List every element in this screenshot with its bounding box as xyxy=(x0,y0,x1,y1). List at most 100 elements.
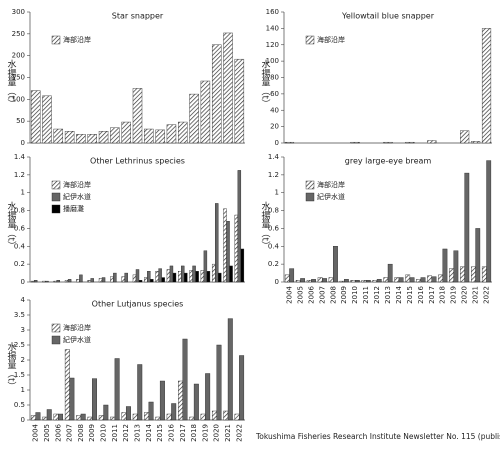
y-tick-label: 60 xyxy=(270,90,279,98)
bar xyxy=(189,416,195,421)
bar xyxy=(30,90,41,144)
x-tick-label: 2008 xyxy=(329,286,337,304)
y-tick-label: 0 xyxy=(275,278,279,286)
footer: Tokushima Fisheries Research Institute N… xyxy=(255,432,500,441)
x-tick-label: 2018 xyxy=(190,424,198,442)
chart-title: Other Lethrinus species xyxy=(90,157,185,166)
bar xyxy=(155,271,159,283)
bar xyxy=(144,277,148,283)
legend-swatch xyxy=(51,323,61,333)
chart-title: Star snapper xyxy=(112,12,164,21)
y-axis-label: 水揚量（t） xyxy=(6,58,17,108)
bar xyxy=(87,416,93,421)
x-tick-label: 2015 xyxy=(406,286,414,304)
bar xyxy=(155,129,165,144)
bar xyxy=(471,266,476,283)
x-tick-label: 2005 xyxy=(43,424,51,442)
legend-label: 海部沿岸 xyxy=(317,180,345,189)
x-tick-label: 2018 xyxy=(439,286,447,304)
bar xyxy=(226,221,230,283)
x-tick-label: 2007 xyxy=(318,286,326,304)
x-tick-label: 2012 xyxy=(373,286,381,304)
bar xyxy=(460,130,470,144)
bar xyxy=(178,121,188,144)
y-tick-label: 0 xyxy=(21,416,25,424)
bar xyxy=(486,160,492,283)
y-tick-label: 0 xyxy=(21,278,25,286)
x-tick-label: 2017 xyxy=(179,424,187,442)
chart-title: grey large-eye bream xyxy=(345,157,432,166)
bar xyxy=(172,272,177,283)
bar xyxy=(317,277,323,283)
bar xyxy=(132,274,137,283)
bar xyxy=(30,280,35,283)
x-tick-label: 2006 xyxy=(307,285,315,303)
bar xyxy=(405,274,411,283)
bar xyxy=(87,134,97,144)
bar xyxy=(211,263,216,283)
x-tick-label: 2021 xyxy=(472,286,480,304)
bar xyxy=(58,413,64,421)
legend-label: 播磨灘 xyxy=(63,204,84,213)
y-axis-label: 水揚量（t） xyxy=(260,200,271,250)
legend-label: 紀伊水道 xyxy=(63,192,91,201)
bar xyxy=(372,280,378,283)
bar xyxy=(383,141,393,144)
bar xyxy=(427,275,432,283)
y-tick-label: 300 xyxy=(12,8,25,16)
bar xyxy=(121,412,127,421)
x-tick-label: 2005 xyxy=(296,286,304,304)
x-tick-label: 2006 xyxy=(54,423,62,441)
bar xyxy=(365,280,371,283)
legend-label: 海部沿岸 xyxy=(63,323,91,332)
bar xyxy=(42,416,48,421)
bar xyxy=(295,280,301,283)
x-tick-label: 2022 xyxy=(235,424,243,442)
y-tick-label: 250 xyxy=(12,30,25,38)
bar xyxy=(475,228,481,283)
bar xyxy=(211,410,217,421)
bar xyxy=(178,271,182,283)
bar xyxy=(284,274,290,283)
bar xyxy=(449,268,454,283)
bar xyxy=(124,272,128,283)
x-tick-label: 2011 xyxy=(111,424,119,442)
legend-label: 海部沿岸 xyxy=(317,35,345,44)
x-tick-label: 2013 xyxy=(134,424,142,442)
y-tick-label: 2 xyxy=(21,356,25,364)
bar xyxy=(98,415,104,421)
bar xyxy=(237,170,242,283)
bar xyxy=(121,276,125,283)
bar xyxy=(64,280,69,283)
x-tick-label: 2008 xyxy=(77,424,85,442)
bar xyxy=(350,280,356,283)
bar xyxy=(79,274,83,283)
bar xyxy=(158,268,162,283)
y-tick-label: 1 xyxy=(21,189,25,197)
bar xyxy=(427,140,437,144)
legend-swatch xyxy=(51,192,61,202)
y-axis-label: 水揚量（t） xyxy=(260,58,271,108)
bar xyxy=(42,95,52,144)
y-tick-label: 80 xyxy=(270,74,279,82)
bar xyxy=(137,364,143,421)
bar xyxy=(181,265,185,283)
bar xyxy=(166,124,177,144)
bar xyxy=(223,410,229,421)
x-tick-label: 2014 xyxy=(145,423,153,441)
chart-title: Other Lutjanus species xyxy=(92,300,184,309)
y-tick-label: 1.4 xyxy=(14,153,26,161)
bar xyxy=(453,250,459,283)
bar xyxy=(354,280,360,283)
x-tick-label: 2016 xyxy=(167,423,175,441)
y-tick-label: 4 xyxy=(21,296,26,304)
bar xyxy=(284,141,295,144)
bar xyxy=(121,121,131,144)
bar xyxy=(161,277,165,283)
bar xyxy=(216,344,222,421)
bar xyxy=(215,203,219,283)
x-tick-label: 2020 xyxy=(213,424,221,442)
x-tick-label: 2017 xyxy=(428,286,436,304)
y-tick-label: 1.2 xyxy=(268,171,279,179)
bar xyxy=(387,263,393,283)
